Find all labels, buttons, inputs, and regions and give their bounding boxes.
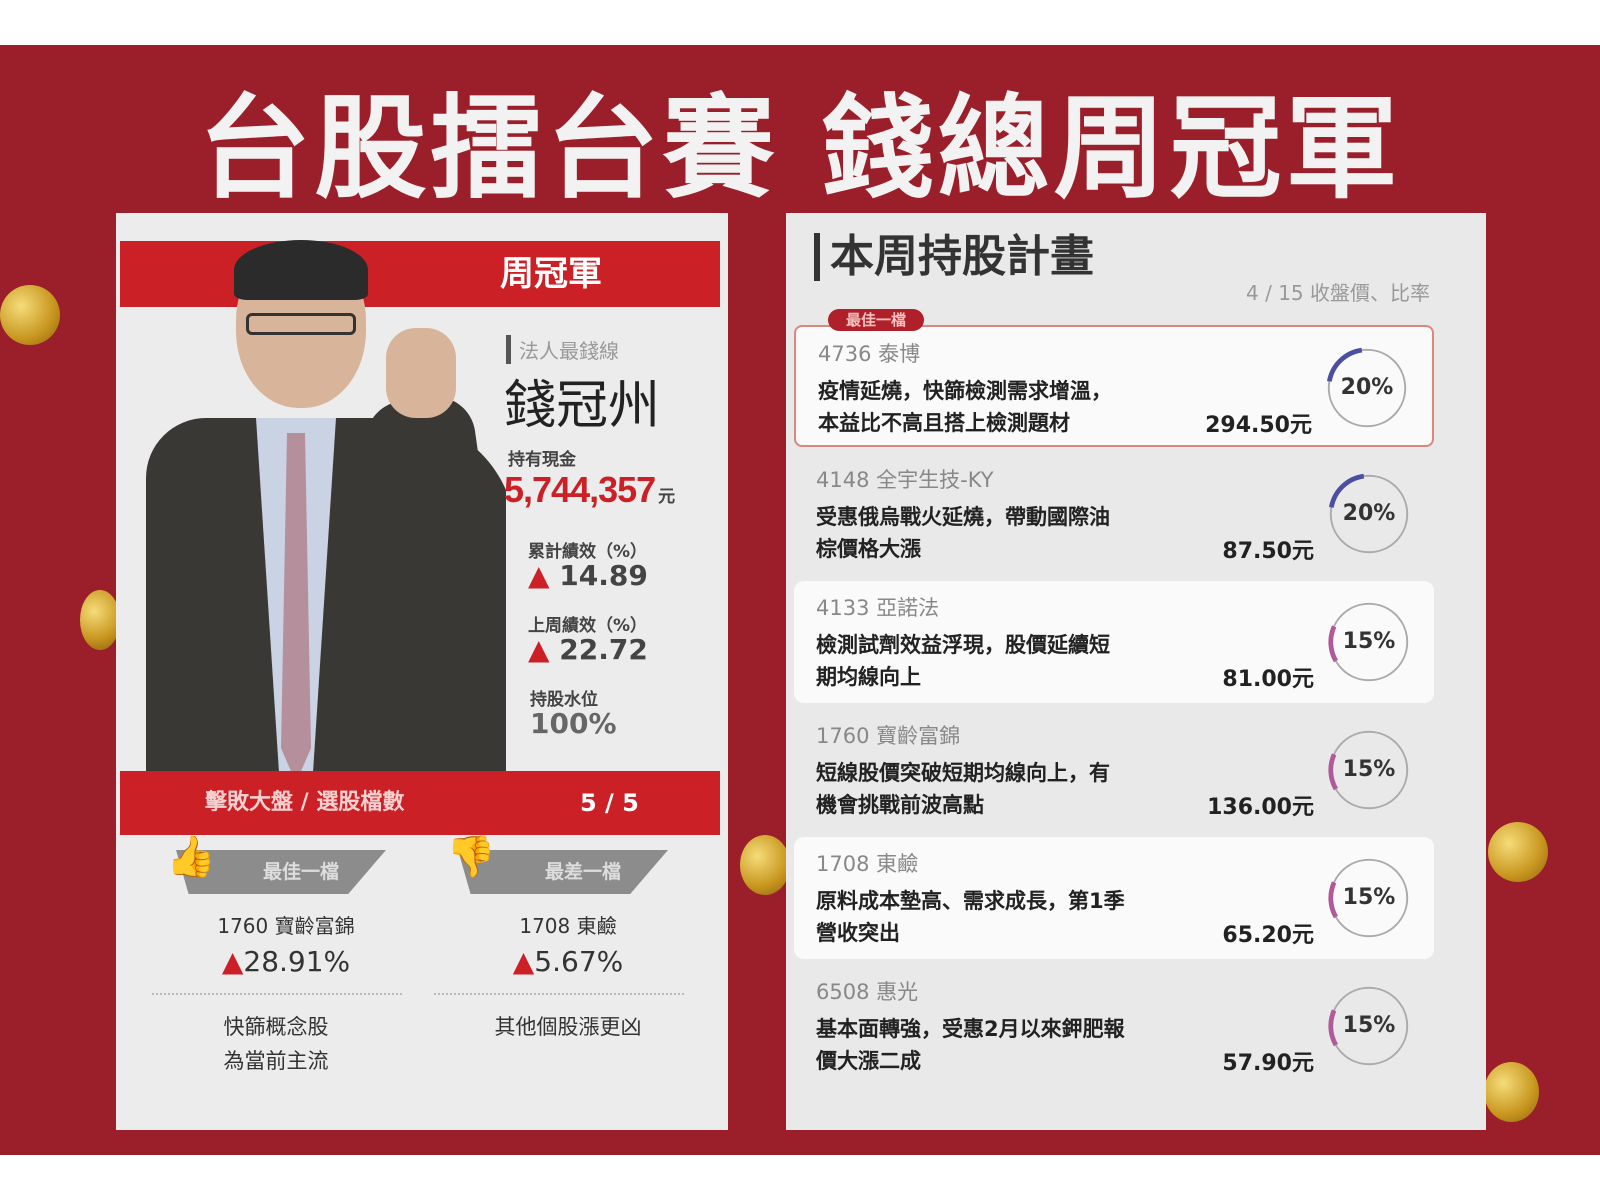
stock-ratio: 20% [1342,501,1396,526]
holding-label: 持股水位 [530,690,598,710]
stock-description: 機會挑戰前波高點 [816,793,984,817]
stock-row: 4148 全宇生技-KY 受惠俄烏戰火延燒，帶動國際油 棕價格大漲 87.50元 … [794,453,1434,575]
ratio-ring [1328,729,1410,811]
plan-subtitle: 4 / 15 收盤價、比率 [1246,281,1430,305]
champion-name: 錢冠州 [504,376,661,436]
ring-track [1329,474,1409,554]
stock-ratio: 15% [1342,629,1396,654]
stock-row: 6508 惠光 基本面轉強，受惠2月以來鉀肥報 價大漲二成 57.90元 15% [794,965,1434,1087]
stock-ratio: 15% [1342,885,1396,910]
gold-coin-decoration [1488,822,1548,882]
thumbs-down-icon: 👎 [446,834,496,880]
gold-coin-decoration [80,590,120,650]
holding-plan-card: 本周持股計畫 4 / 15 收盤價、比率 4736 泰博 疫情延燒，快篩檢測需求… [786,213,1486,1130]
stock-price: 65.20元 [1222,923,1314,948]
worst-pick-change: 5.67% [534,945,624,978]
stock-code: 1708 東鹼 [816,852,919,876]
cash-value: 5,744,357 [504,469,656,510]
up-triangle-icon: ▲ [528,559,550,592]
best-pick-badge: 最佳一檔 [828,309,925,331]
cash-label: 持有現金 [508,450,576,470]
stock-code: 4736 泰博 [818,342,921,366]
best-pick-ribbon: 最佳一檔 [176,850,386,894]
champion-photo [146,228,506,780]
stock-price: 57.90元 [1222,1051,1314,1076]
stock-description: 短線股價突破短期均線向上，有 [816,761,1110,785]
divider [152,993,402,995]
holding-value: 100% [530,707,617,740]
ring-track [1327,348,1407,428]
gold-coin-decoration [740,835,790,895]
divider [434,993,684,995]
worst-pick-ribbon: 最差一檔 [458,850,668,894]
stock-price: 81.00元 [1222,667,1314,692]
ring-arc [1328,601,1410,683]
champion-header: 周冠軍 [120,241,720,307]
stock-row: 4133 亞諾法 檢測試劑效益浮現，股價延續短 期均線向上 81.00元 15% [794,581,1434,703]
gold-coin-decoration [0,285,60,345]
beat-label: 擊敗大盤 / 選股檔數 [205,790,405,815]
stock-row: 1708 東鹼 原料成本墊高、需求成長，第1季 營收突出 65.20元 15% [794,837,1434,959]
best-pick-stock: 1760 寶齡富錦 [217,914,355,938]
ratio-ring [1328,857,1410,939]
beat-value: 5 / 5 [580,789,639,817]
stock-description: 檢測試劑效益浮現，股價延續短 [816,633,1110,657]
page-title: 台股擂台賽 錢總周冠軍 [198,84,1402,214]
stock-row: 1760 寶齡富錦 短線股價突破短期均線向上，有 機會挑戰前波高點 136.00元… [794,709,1434,831]
ratio-ring [1326,347,1408,429]
ratio-ring [1328,985,1410,1067]
up-triangle-icon: ▲ [221,945,244,978]
worst-pick-stock: 1708 東鹼 [519,914,617,938]
subtitle: 法人最錢線 [506,335,619,364]
stock-code: 4148 全宇生技-KY [816,468,994,492]
stock-code: 1760 寶齡富錦 [816,724,961,748]
stock-description: 受惠俄烏戰火延燒，帶動國際油 [816,505,1110,529]
beat-market-bar: 擊敗大盤 / 選股檔數 5 / 5 [120,771,720,835]
lastweek-label: 上周績效（%） [528,616,648,636]
plan-title: 本周持股計畫 [814,233,1094,281]
ring-arc [1328,857,1410,939]
cash-line: 5,744,357 元 [504,469,675,511]
ratio-ring [1328,473,1410,555]
stock-description: 基本面轉強，受惠2月以來鉀肥報 [816,1017,1125,1041]
thumbs-up-icon: 👍 [166,834,216,880]
best-pick-change: 28.91% [243,945,351,978]
worst-pick-note: 其他個股漲更凶 [494,1015,642,1039]
stock-row: 4736 泰博 疫情延燒，快篩檢測需求增溫， 本益比不高且搭上檢測題材 294.5… [794,325,1434,447]
ring-arc [1328,985,1410,1067]
best-pick-note: 快篩概念股 [223,1015,329,1039]
stock-price: 87.50元 [1222,539,1314,564]
stock-ratio: 20% [1340,375,1394,400]
stock-description: 疫情延燒，快篩檢測需求增溫， [818,379,1112,403]
best-pick-note: 為當前主流 [223,1049,329,1073]
stock-description: 營收突出 [816,921,900,945]
cumulative-value: 14.89 [559,559,648,592]
up-triangle-icon: ▲ [528,633,550,666]
stock-description: 本益比不高且搭上檢測題材 [818,411,1070,435]
stock-description: 原料成本墊高、需求成長，第1季 [816,889,1125,913]
up-triangle-icon: ▲ [512,945,535,978]
ring-arc [1328,729,1410,811]
cumulative-label: 累計績效（%） [528,542,648,562]
stock-ratio: 15% [1342,757,1396,782]
stock-description: 期均線向上 [816,665,921,689]
stock-code: 4133 亞諾法 [816,596,940,620]
stock-ratio: 15% [1342,1013,1396,1038]
gold-coin-decoration [1484,1062,1539,1122]
stock-description: 價大漲二成 [816,1049,921,1073]
champion-card: 周冠軍 法人最錢線 錢冠州 持有現金 5,744,357 元 累計績效（%） ▲ … [116,213,728,1130]
ratio-ring [1328,601,1410,683]
stock-code: 6508 惠光 [816,980,919,1004]
lastweek-value: 22.72 [559,633,648,666]
stock-price: 294.50元 [1205,413,1312,438]
stock-price: 136.00元 [1207,795,1314,820]
stock-description: 棕價格大漲 [816,537,921,561]
cash-unit: 元 [658,487,676,507]
